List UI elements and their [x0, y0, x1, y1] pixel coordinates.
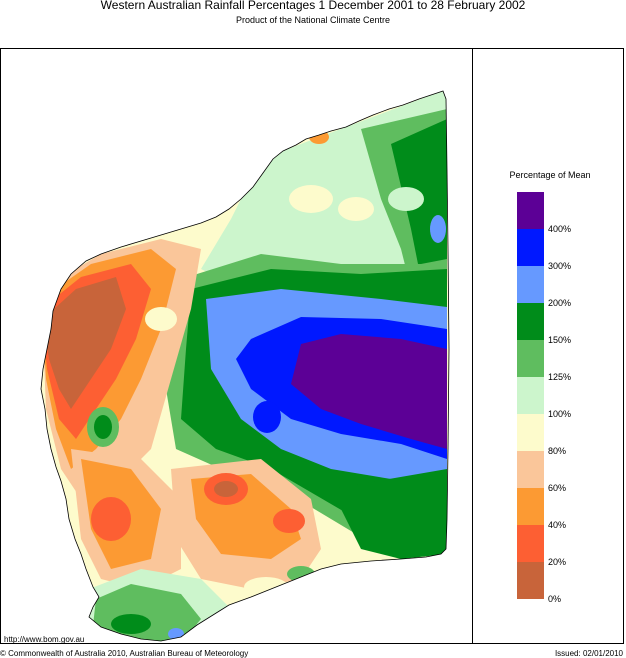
- wa-coastline: [40, 90, 450, 642]
- legend-label: 125%: [548, 372, 572, 382]
- legend-swatch: [517, 562, 544, 599]
- legend-swatch: [517, 340, 544, 377]
- legend-swatch: [517, 451, 544, 488]
- issued-date: Issued: 02/01/2010: [554, 649, 623, 658]
- legend-swatch: [517, 377, 544, 414]
- rainfall-map: [40, 90, 450, 642]
- legend-label: 300%: [548, 261, 572, 271]
- legend-label: 200%: [548, 298, 572, 308]
- legend-swatch: [517, 488, 544, 525]
- legend-swatch: [517, 266, 544, 303]
- map-title: Western Australian Rainfall Percentages …: [100, 0, 526, 12]
- legend-swatch: [517, 192, 544, 229]
- source-url: http://www.bom.gov.au: [4, 635, 85, 644]
- legend-swatch: [517, 414, 544, 451]
- legend-swatch: [517, 525, 544, 562]
- copyright-notice: © Commonwealth of Australia 2010, Austra…: [0, 649, 249, 658]
- map-subtitle: Product of the National Climate Centre: [235, 15, 391, 25]
- legend-label: 80%: [548, 446, 567, 456]
- legend-label: 40%: [548, 520, 567, 530]
- legend-swatch: [517, 303, 544, 340]
- rainfall-bands: [41, 91, 449, 641]
- legend-swatch: [517, 229, 544, 266]
- legend-label: 400%: [548, 224, 572, 234]
- legend-title: Percentage of Mean: [509, 170, 591, 180]
- legend-label: 20%: [548, 557, 567, 567]
- legend-divider: [472, 48, 473, 644]
- map-frame: [0, 48, 624, 644]
- legend-label: 60%: [548, 483, 567, 493]
- legend-label: 100%: [548, 409, 572, 419]
- legend-label: 150%: [548, 335, 572, 345]
- legend-label: 0%: [548, 594, 562, 604]
